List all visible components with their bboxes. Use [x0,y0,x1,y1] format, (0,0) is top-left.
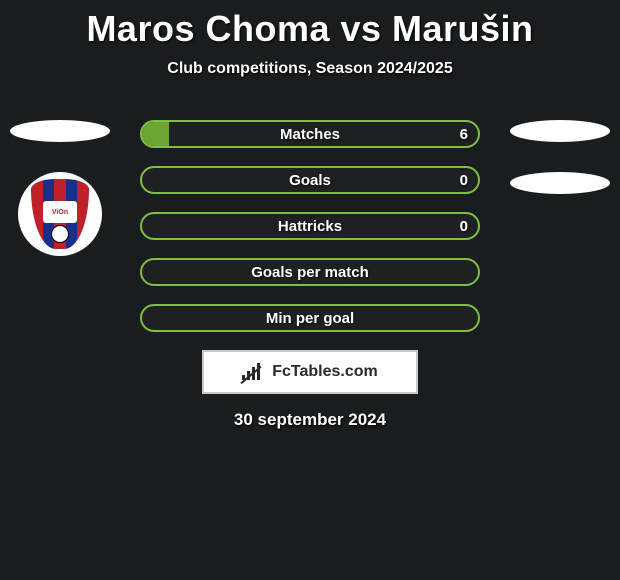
stat-bar-right-value: 0 [460,214,468,238]
stat-bar-label: Goals per match [142,260,478,284]
comparison-content: ViOn Matches6Goals0Hattricks0Goals per m… [0,120,620,430]
stat-bar-right-value: 6 [460,122,468,146]
club-badge-left: ViOn [18,172,102,256]
page-title: Maros Choma vs Marušin [0,0,620,50]
right-player-column [510,120,610,224]
brand-chart-icon [242,362,266,382]
date-text: 30 september 2024 [0,410,620,430]
stat-bar: Hattricks0 [140,212,480,240]
stat-bar-right-value: 0 [460,168,468,192]
stat-bar-label: Matches [142,122,478,146]
stat-bar: Matches6 [140,120,480,148]
brand-logo-box: FcTables.com [202,350,418,394]
stat-bars: Matches6Goals0Hattricks0Goals per matchM… [140,120,480,332]
badge-ball-icon [51,225,69,243]
club-placeholder-ellipse [510,172,610,194]
brand-text: FcTables.com [272,363,378,381]
stat-bar: Min per goal [140,304,480,332]
stat-bar: Goals0 [140,166,480,194]
stat-bar-label: Hattricks [142,214,478,238]
player-placeholder-ellipse [510,120,610,142]
left-player-column: ViOn [10,120,110,256]
badge-crest-text: ViOn [52,209,68,216]
badge-crest: ViOn [43,201,77,223]
player-placeholder-ellipse [10,120,110,142]
stat-bar: Goals per match [140,258,480,286]
stat-bar-label: Min per goal [142,306,478,330]
subtitle: Club competitions, Season 2024/2025 [0,60,620,78]
stat-bar-label: Goals [142,168,478,192]
